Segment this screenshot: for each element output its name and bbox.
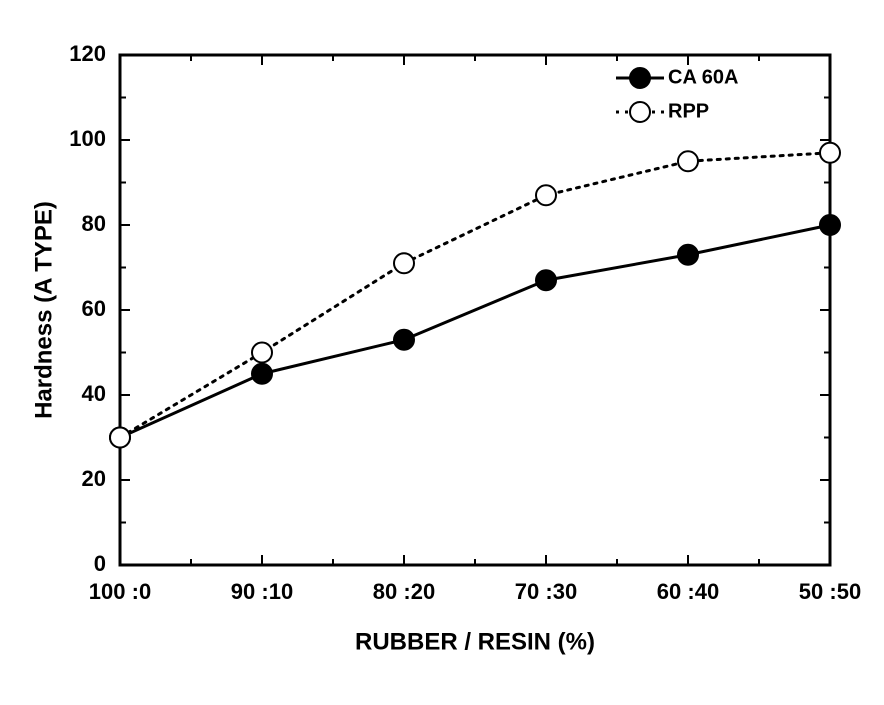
series-marker-ca-60a xyxy=(820,215,840,235)
series-marker-rpp xyxy=(678,151,698,171)
y-tick-label: 20 xyxy=(82,466,106,491)
chart-container: 0 20 40 60 80 100 120 100 :0 90 :10 80 :20 70 :30 6… xyxy=(0,0,884,705)
series-marker-rpp xyxy=(252,343,272,363)
y-tick-label: 120 xyxy=(69,41,106,66)
series-marker-rpp xyxy=(536,185,556,205)
series-marker-ca-60a xyxy=(394,330,414,350)
x-tick-label: 90 :10 xyxy=(231,579,293,604)
series-marker-rpp xyxy=(394,253,414,273)
x-tick-label: 80 :20 xyxy=(373,579,435,604)
legend-marker-ca-60a xyxy=(630,68,650,88)
x-tick-label: 50 :50 xyxy=(799,579,861,604)
series-marker-rpp xyxy=(820,143,840,163)
x-tick-label: 70 :30 xyxy=(515,579,577,604)
legend-marker-rpp xyxy=(630,102,650,122)
x-axis-label: RUBBER / RESIN (%) xyxy=(355,628,595,655)
x-tick-label: 100 :0 xyxy=(89,579,151,604)
x-tick-label: 60 :40 xyxy=(657,579,719,604)
y-tick-label: 0 xyxy=(94,551,106,576)
series-marker-rpp xyxy=(110,428,130,448)
series-marker-ca-60a xyxy=(252,364,272,384)
y-tick-label: 40 xyxy=(82,381,106,406)
y-tick-label: 60 xyxy=(82,296,106,321)
y-axis-label: Hardness (A TYPE) xyxy=(30,201,57,419)
legend-label-rpp: RPP xyxy=(668,100,709,122)
y-tick-label: 100 xyxy=(69,126,106,151)
hardness-chart: 0 20 40 60 80 100 120 100 :0 90 :10 80 :20 70 :30 6… xyxy=(0,0,884,705)
series-marker-ca-60a xyxy=(678,245,698,265)
y-tick-label: 80 xyxy=(82,211,106,236)
series-marker-ca-60a xyxy=(536,270,556,290)
legend-label-ca-60a: CA 60A xyxy=(668,66,738,88)
